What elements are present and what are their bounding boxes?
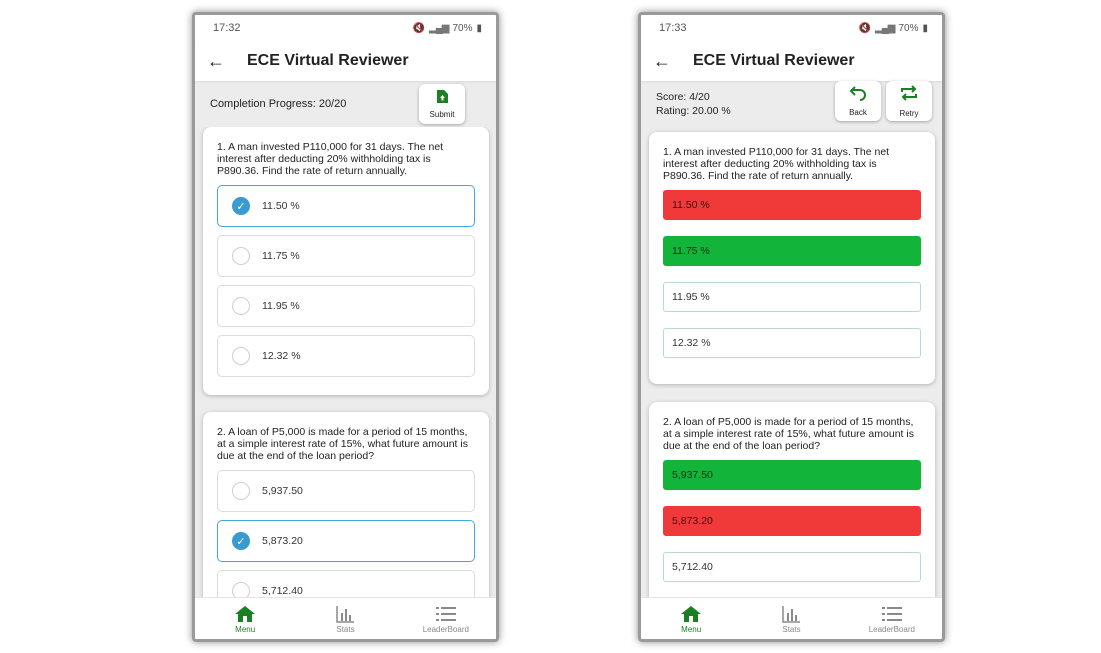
battery-icon: ▮ <box>922 22 928 34</box>
correct-answer-option: 5,937.50 <box>663 460 921 490</box>
bar-chart-icon <box>335 604 355 624</box>
answer-option: 12.32 % <box>663 328 921 358</box>
nav-label-menu: Menu <box>681 624 702 634</box>
home-icon <box>234 604 256 624</box>
answer-label: 11.50 % <box>262 200 300 212</box>
page-title: ECE Virtual Reviewer <box>693 52 855 69</box>
list-icon <box>435 604 457 624</box>
answer-option[interactable]: 5,712.40 <box>217 570 475 599</box>
bottom-nav: Menu Stats LeaderBoard <box>641 597 942 639</box>
answer-option[interactable]: 11.75 % <box>217 235 475 277</box>
radio-empty-icon <box>232 582 250 599</box>
arrow-left-icon[interactable]: ← <box>653 50 671 71</box>
nav-label-leaderboard: LeaderBoard <box>868 624 915 634</box>
status-icons: 🔇 ▂▄▆ 70% ▮ <box>413 23 482 34</box>
nav-menu[interactable]: Menu <box>195 598 295 639</box>
score-text: Score: 4/20 <box>656 91 710 103</box>
answer-option[interactable]: 5,937.50 <box>217 470 475 512</box>
completion-progress: Completion Progress: 20/20 <box>210 98 347 110</box>
nav-label-menu: Menu <box>235 624 256 634</box>
back-button[interactable]: Back <box>835 81 881 121</box>
nav-menu[interactable]: Menu <box>641 598 741 639</box>
score-block: Score: 4/20 Rating: 20.00 % <box>656 91 731 117</box>
phone-screen-quiz: 17:32 🔇 ▂▄▆ 70% ▮ ← ECE Virtual Reviewer… <box>192 12 499 642</box>
signal-icon: ▂▄▆ <box>429 22 449 34</box>
rating-text: Rating: 20.00 % <box>656 105 731 117</box>
check-circle-icon: ✓ <box>232 532 250 550</box>
answer-option[interactable]: ✓ 5,873.20 <box>217 520 475 562</box>
status-bar: 17:32 🔇 ▂▄▆ 70% ▮ <box>195 15 496 41</box>
bottom-nav: Menu Stats LeaderBoard <box>195 597 496 639</box>
back-label: Back <box>849 108 867 117</box>
retry-button[interactable]: Retry <box>886 81 932 121</box>
home-icon <box>680 604 702 624</box>
question-card: 1. A man invested P110,000 for 31 days. … <box>203 127 489 395</box>
progress-header: Completion Progress: 20/20 Submit <box>195 81 496 127</box>
nav-leaderboard[interactable]: LeaderBoard <box>396 598 496 639</box>
bar-chart-icon <box>781 604 801 624</box>
submit-button[interactable]: Submit <box>419 84 465 124</box>
question-text: 1. A man invested P110,000 for 31 days. … <box>663 146 890 182</box>
questions-list[interactable]: 1. A man invested P110,000 for 31 days. … <box>195 127 496 599</box>
submit-label: Submit <box>429 109 455 119</box>
nav-label-stats: Stats <box>336 624 355 634</box>
question-text: 1. A man invested P110,000 for 31 days. … <box>217 141 444 177</box>
answer-option: 11.95 % <box>663 282 921 312</box>
nav-stats[interactable]: Stats <box>295 598 395 639</box>
question-text: 2. A loan of P5,000 is made for a period… <box>663 416 914 452</box>
list-icon <box>881 604 903 624</box>
mute-icon: 🔇 <box>858 22 871 34</box>
phone-screen-results: 17:33 🔇 ▂▄▆ 70% ▮ ← ECE Virtual Reviewer… <box>638 12 945 642</box>
nav-label-stats: Stats <box>782 624 801 634</box>
arrow-left-icon[interactable]: ← <box>207 50 225 71</box>
radio-empty-icon <box>232 297 250 315</box>
score-header: Score: 4/20 Rating: 20.00 % Back Retry <box>641 81 942 127</box>
result-card: 2. A loan of P5,000 is made for a period… <box>649 402 935 599</box>
answer-label: 5,873.20 <box>262 535 303 547</box>
nav-stats[interactable]: Stats <box>741 598 841 639</box>
radio-empty-icon <box>232 347 250 365</box>
result-card: 1. A man invested P110,000 for 31 days. … <box>649 132 935 384</box>
status-time: 17:33 <box>659 22 687 34</box>
status-bar: 17:33 🔇 ▂▄▆ 70% ▮ <box>641 15 942 41</box>
answer-label: 11.95 % <box>262 300 300 312</box>
repeat-icon <box>899 84 919 107</box>
app-bar: ← ECE Virtual Reviewer <box>641 41 942 81</box>
file-upload-icon <box>436 89 448 108</box>
battery-level: 70% <box>452 22 473 34</box>
nav-leaderboard[interactable]: LeaderBoard <box>842 598 942 639</box>
nav-label-leaderboard: LeaderBoard <box>422 624 469 634</box>
answer-option[interactable]: 12.32 % <box>217 335 475 377</box>
undo-arrow-icon <box>849 85 867 106</box>
status-icons: 🔇 ▂▄▆ 70% ▮ <box>859 23 928 34</box>
battery-level: 70% <box>898 22 919 34</box>
page-title: ECE Virtual Reviewer <box>247 52 409 69</box>
signal-icon: ▂▄▆ <box>875 22 895 34</box>
question-card: 2. A loan of P5,000 is made for a period… <box>203 412 489 599</box>
answer-label: 5,712.40 <box>262 585 303 597</box>
question-text: 2. A loan of P5,000 is made for a period… <box>217 426 468 462</box>
correct-answer-option: 11.75 % <box>663 236 921 266</box>
battery-icon: ▮ <box>476 22 482 34</box>
radio-empty-icon <box>232 247 250 265</box>
check-circle-icon: ✓ <box>232 197 250 215</box>
answer-option[interactable]: ✓ 11.50 % <box>217 185 475 227</box>
radio-empty-icon <box>232 482 250 500</box>
status-time: 17:32 <box>213 22 241 34</box>
answer-label: 12.32 % <box>262 350 301 362</box>
results-list[interactable]: 1. A man invested P110,000 for 31 days. … <box>641 127 942 599</box>
wrong-answer-option: 11.50 % <box>663 190 921 220</box>
answer-label: 5,937.50 <box>262 485 303 497</box>
answer-option: 5,712.40 <box>663 552 921 582</box>
wrong-answer-option: 5,873.20 <box>663 506 921 536</box>
mute-icon: 🔇 <box>412 22 425 34</box>
answer-label: 11.75 % <box>262 250 300 262</box>
app-bar: ← ECE Virtual Reviewer <box>195 41 496 81</box>
answer-option[interactable]: 11.95 % <box>217 285 475 327</box>
retry-label: Retry <box>899 109 919 118</box>
